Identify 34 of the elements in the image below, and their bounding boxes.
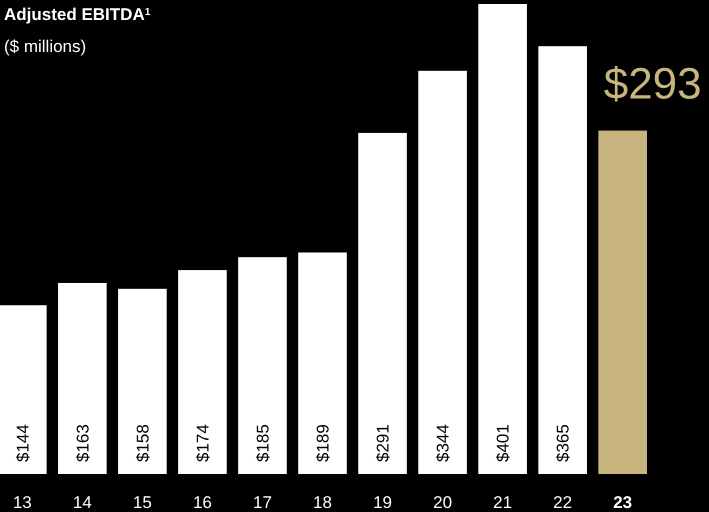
data-label: $185 <box>253 424 272 462</box>
data-label: $291 <box>374 424 393 462</box>
bar <box>178 270 227 474</box>
x-tick-label: 17 <box>253 493 272 512</box>
bar <box>478 4 527 474</box>
data-label: $293 <box>604 60 702 109</box>
bar <box>298 252 347 474</box>
x-tick-label: 21 <box>493 493 512 512</box>
bar <box>598 130 647 474</box>
data-label: $144 <box>13 424 32 462</box>
data-label: $189 <box>314 424 332 462</box>
bar <box>58 282 107 474</box>
x-tick-label: 13 <box>12 493 32 512</box>
x-tick-label: 23 <box>613 493 632 512</box>
data-label: $158 <box>133 424 152 462</box>
x-tick-label: 18 <box>313 493 332 512</box>
x-tick-label: 20 <box>433 493 452 512</box>
bar <box>418 70 467 474</box>
data-label: $163 <box>73 424 92 462</box>
data-label: $344 <box>434 424 453 462</box>
x-tick-label: 16 <box>192 493 212 512</box>
bar <box>358 132 407 474</box>
data-label: $174 <box>193 424 212 462</box>
text: ($ millions) <box>4 37 86 56</box>
x-tick-label: 19 <box>373 493 392 512</box>
data-label: $365 <box>554 424 573 462</box>
x-tick-label: 22 <box>553 493 572 512</box>
bar <box>118 288 167 474</box>
x-tick-label: 14 <box>72 493 92 512</box>
bar <box>238 257 287 474</box>
chart-title: Adjusted EBITDA$^{1}$ <box>4 5 151 24</box>
bar <box>538 46 587 474</box>
data-label: $401 <box>494 424 513 462</box>
x-tick-label: 15 <box>132 493 152 512</box>
